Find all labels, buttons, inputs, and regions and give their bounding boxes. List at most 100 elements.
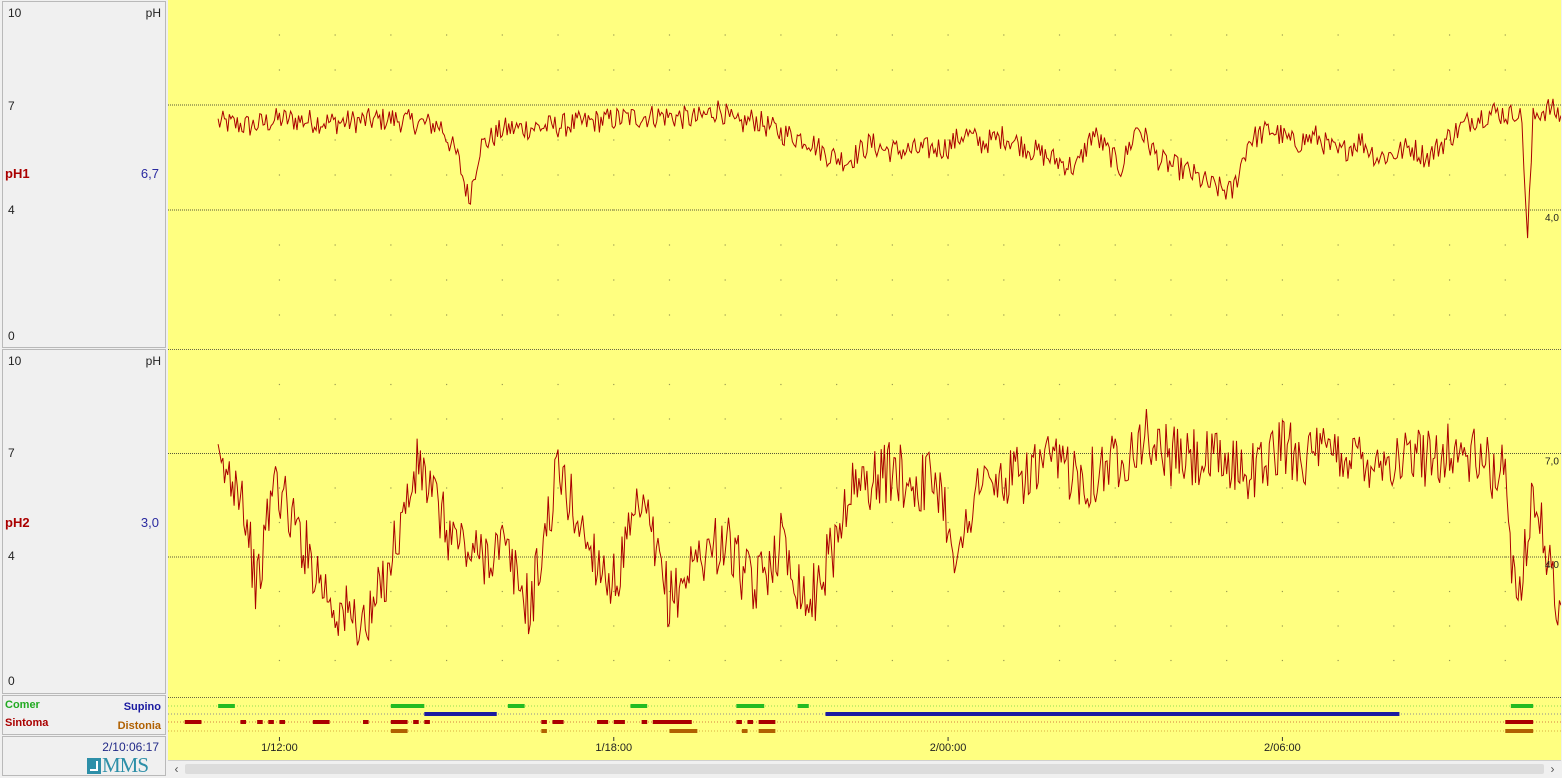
grid-dot bbox=[668, 174, 671, 176]
plot-svg: 4,0 7,0 4,0 1/12:00 1/18:00 2/00:00 2/06:00 bbox=[168, 34, 1561, 754]
current-time-readout: 2/10:06:17 bbox=[102, 740, 159, 754]
grid-dot bbox=[780, 69, 782, 71]
grid-dot bbox=[1058, 174, 1061, 176]
grid-dot bbox=[1226, 452, 1228, 455]
grid-dot bbox=[278, 383, 281, 386]
grid-dot bbox=[1337, 625, 1339, 627]
grid-dot bbox=[724, 452, 726, 455]
grid-dot bbox=[390, 383, 392, 386]
sintoma-event-bar bbox=[413, 720, 419, 724]
grid-dot bbox=[1393, 244, 1395, 246]
horizontal-scrollbar[interactable]: ‹ › bbox=[168, 760, 1561, 777]
ph1-trace bbox=[217, 98, 1561, 239]
grid-dot bbox=[1448, 521, 1451, 524]
grid-dot bbox=[891, 209, 893, 211]
grid-dot bbox=[1504, 659, 1506, 662]
grid-dot bbox=[390, 521, 392, 524]
grid-dot bbox=[1226, 521, 1228, 524]
grid-dot bbox=[334, 521, 336, 524]
grid-dot bbox=[891, 139, 893, 141]
grid-dot bbox=[501, 521, 503, 524]
grid-dot bbox=[1393, 174, 1395, 176]
grid-dot bbox=[557, 590, 559, 593]
grid-dot bbox=[1114, 69, 1116, 71]
grid-dot bbox=[668, 418, 671, 420]
grid-dot bbox=[278, 418, 281, 420]
grid-dot bbox=[334, 209, 336, 211]
grid-dot bbox=[613, 521, 615, 524]
time-tick-label: 1/18:00 bbox=[595, 742, 632, 754]
comer-label: Comer bbox=[5, 699, 40, 711]
grid-dot bbox=[1003, 314, 1005, 316]
grid-dot bbox=[1003, 209, 1005, 211]
grid-dot bbox=[390, 244, 392, 246]
grid-dot bbox=[334, 659, 336, 662]
time-tick-label: 1/12:00 bbox=[261, 742, 298, 754]
grid-dot bbox=[1393, 418, 1395, 420]
grid-dot bbox=[501, 244, 503, 246]
ph1-y7-label: 7 bbox=[8, 99, 15, 113]
grid-dot bbox=[1170, 659, 1172, 662]
grid-dot bbox=[278, 69, 281, 71]
grid-dot bbox=[836, 209, 838, 211]
grid-dot bbox=[668, 452, 671, 455]
grid-dot bbox=[334, 104, 336, 106]
scroll-right-arrow-icon[interactable]: › bbox=[1550, 762, 1555, 776]
grid-dot bbox=[1058, 625, 1061, 627]
plot-area[interactable]: 4,0 7,0 4,0 1/12:00 1/18:00 2/00:00 2/06:00 bbox=[168, 0, 1561, 760]
grid-dot bbox=[501, 625, 503, 627]
grid-dot bbox=[780, 174, 782, 176]
grid-dot bbox=[278, 452, 281, 455]
grid-dot bbox=[1281, 174, 1283, 176]
grid-dot bbox=[613, 659, 615, 662]
grid-dot bbox=[1226, 279, 1228, 281]
grid-dot bbox=[891, 659, 893, 662]
grid-dot bbox=[1504, 279, 1506, 281]
grid-dot bbox=[1281, 487, 1283, 489]
grid-dot bbox=[1337, 244, 1339, 246]
grid-dot bbox=[1504, 556, 1506, 558]
comer-event-bar bbox=[630, 704, 648, 708]
grid-dot bbox=[668, 590, 671, 593]
grid-dot bbox=[1170, 314, 1172, 316]
distonia-event-bar bbox=[669, 729, 698, 733]
axis-layer: 4,0 7,0 4,0 1/12:00 1/18:00 2/00:00 2/06:00 bbox=[261, 213, 1559, 754]
grid-dot bbox=[334, 556, 336, 558]
grid-dot bbox=[1281, 452, 1283, 455]
grid-dot bbox=[668, 314, 671, 316]
ph2-current-value: 3,0 bbox=[140, 515, 159, 530]
events-legend-panel: Comer Supino Sintoma Distonia bbox=[2, 695, 166, 735]
grid-dot bbox=[947, 487, 949, 489]
grid-dot bbox=[1504, 34, 1506, 36]
grid-dot bbox=[1448, 244, 1451, 246]
grid-layer bbox=[168, 34, 1561, 698]
grid-dot bbox=[278, 556, 281, 558]
grid-dot bbox=[891, 279, 893, 281]
ph1-legend-panel: 10 pH 7 pH1 6,7 4 0 bbox=[2, 1, 166, 348]
grid-dot bbox=[390, 452, 392, 455]
ph2-lower-threshold-label: 4,0 bbox=[1545, 560, 1559, 571]
grid-dot bbox=[390, 104, 392, 106]
grid-dot bbox=[947, 174, 949, 176]
grid-dot bbox=[501, 452, 503, 455]
ph1-y-max-label: 10 bbox=[8, 6, 22, 20]
grid-dot bbox=[278, 139, 281, 141]
grid-dot bbox=[836, 659, 838, 662]
grid-dot bbox=[1114, 174, 1116, 176]
grid-dot bbox=[1337, 556, 1339, 558]
grid-dot bbox=[1281, 383, 1283, 386]
grid-dot bbox=[613, 139, 615, 141]
grid-dot bbox=[613, 244, 615, 246]
grid-dot bbox=[390, 418, 392, 420]
grid-dot bbox=[501, 383, 503, 386]
scroll-left-arrow-icon[interactable]: ‹ bbox=[174, 762, 179, 776]
grid-dot bbox=[780, 383, 782, 386]
grid-dot bbox=[557, 69, 559, 71]
scrollbar-track[interactable] bbox=[185, 764, 1544, 774]
grid-dot bbox=[891, 452, 893, 455]
grid-dot bbox=[1448, 139, 1451, 141]
grid-dot bbox=[780, 487, 782, 489]
grid-dot bbox=[947, 279, 949, 281]
sintoma-event-bar bbox=[597, 720, 609, 724]
grid-dot bbox=[557, 174, 559, 176]
